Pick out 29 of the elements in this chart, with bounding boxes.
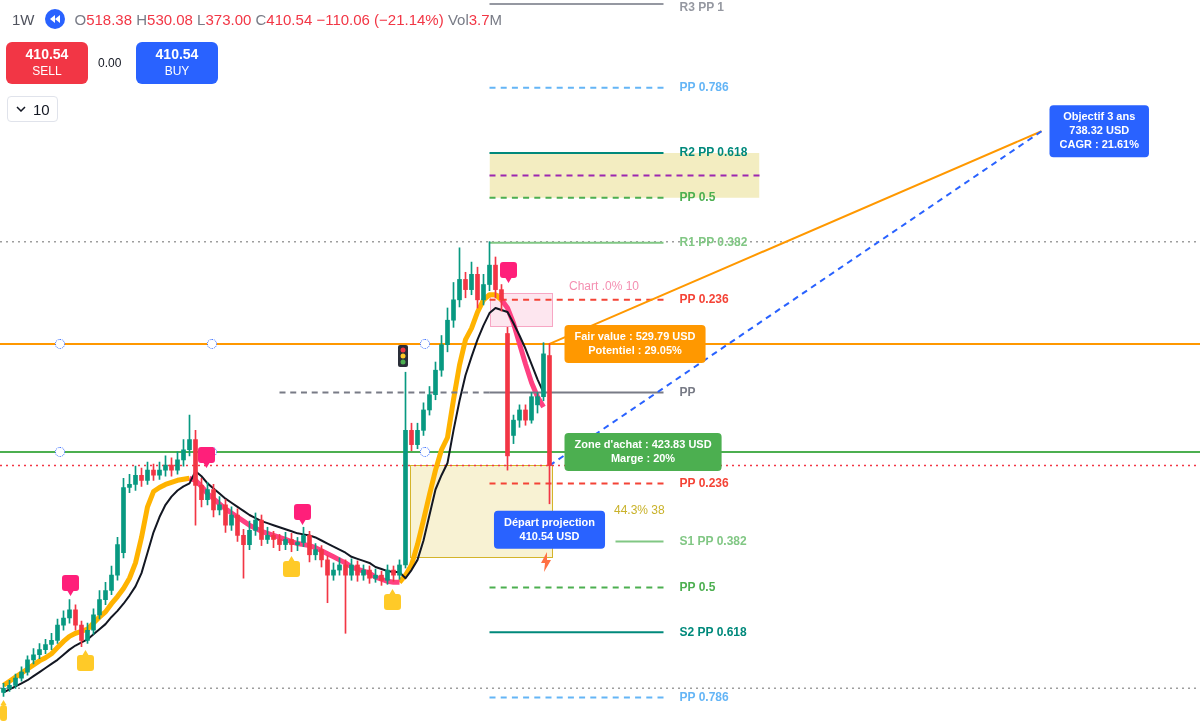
annotation: Chart .0% 10	[569, 279, 640, 293]
series-label: PP	[679, 384, 696, 399]
annotation: 44.3% 38	[614, 503, 665, 517]
ref-line-label: Zone d'achat : 423.83 USD Marge : 20%	[574, 437, 712, 464]
annotation: 10	[33, 100, 50, 118]
text: 1W	[12, 10, 35, 28]
dropdown-field: 10	[7, 96, 58, 122]
annotation: Départ projection 410.54 USD	[503, 515, 596, 542]
sell-button: 410.54 SELL	[6, 42, 88, 84]
ref-line-label: Fair value : 529.79 USD Potentiel : 29.05%	[574, 329, 696, 356]
series-label: S1 PP 0.382	[679, 533, 747, 548]
annotation: 410.54	[25, 46, 69, 63]
text: O518.38 H530.08 L373.00 C410.54 −110.06 (−21.14%) Vol3.7M	[74, 10, 503, 28]
annotation: 0.00	[98, 56, 122, 70]
series-label: S2 PP 0.618	[679, 624, 747, 639]
annotation: SELL	[32, 63, 62, 80]
series-label: R2 PP 0.618	[679, 145, 748, 160]
buy-button: 410.54 BUY	[136, 42, 218, 84]
series-label: R3 PP 1	[679, 0, 725, 15]
annotation: 410.54	[155, 46, 199, 63]
series-label: PP 0.5	[679, 579, 716, 594]
series-label: PP 0.786	[679, 80, 729, 95]
series-label: PP 0.786	[679, 689, 729, 704]
series-label: PP 0.236	[679, 292, 729, 307]
series-label: PP 0.236	[679, 475, 729, 490]
series-label: R1 PP 0.382	[679, 235, 748, 250]
series-label: PP 0.5	[679, 190, 716, 205]
annotation: BUY	[164, 63, 190, 80]
text: Objectif 3 ans 738.32 USD CAGR : 21.61%	[1059, 110, 1140, 151]
